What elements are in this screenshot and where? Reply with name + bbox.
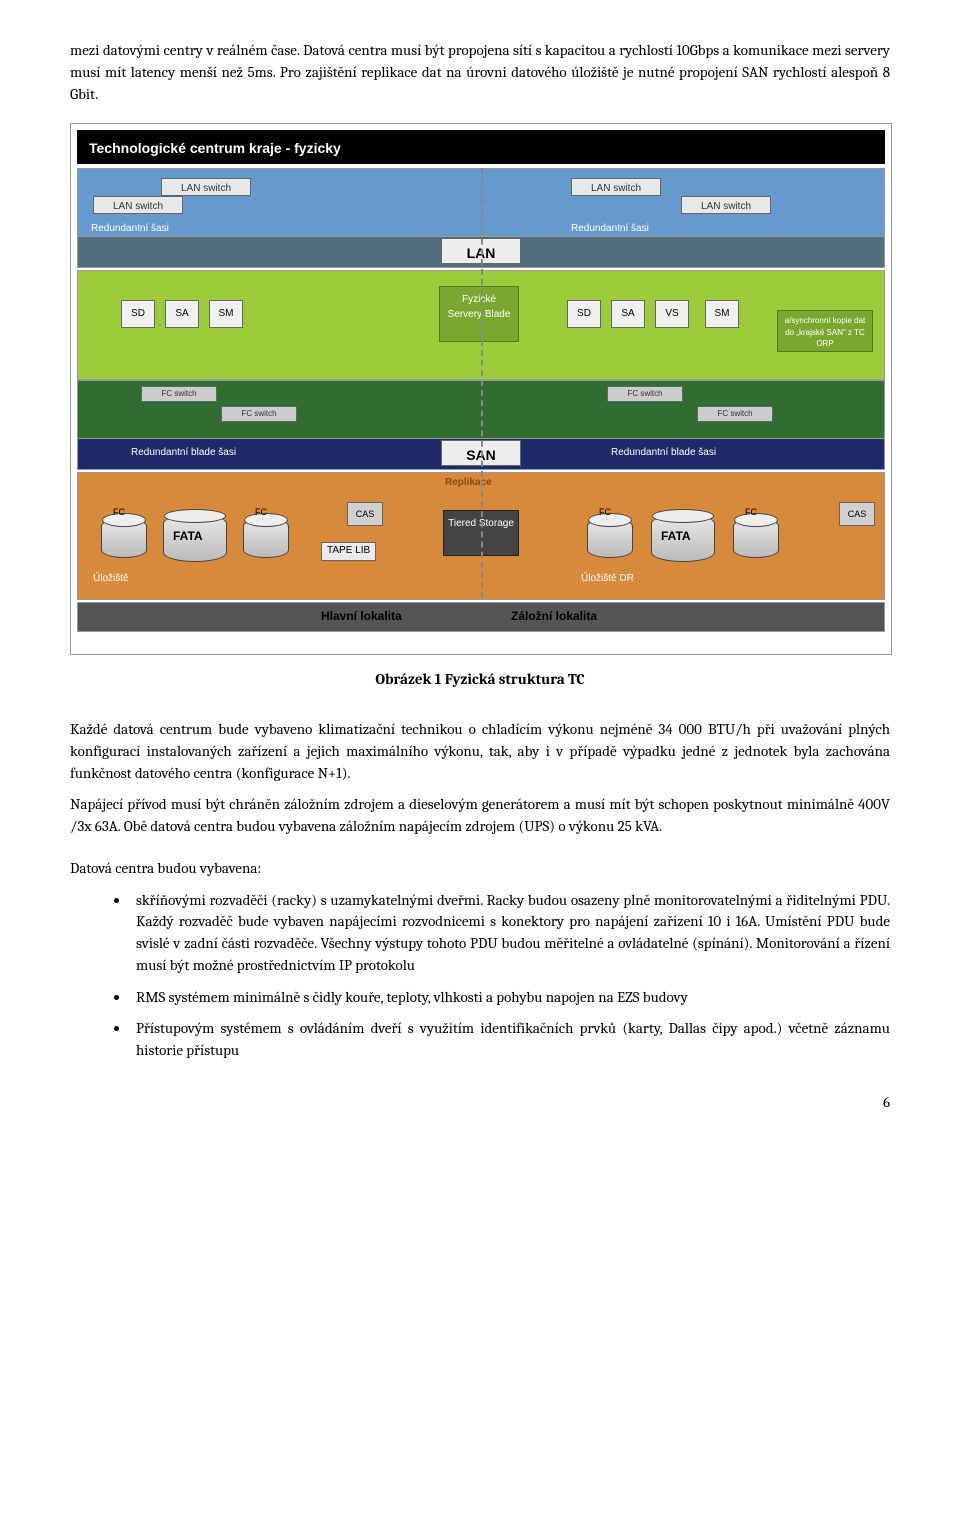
figure-caption: Obrázek 1 Fyzická struktura TC [70,669,890,691]
list-item: skříňovými rozvaděči (racky) s uzamykate… [130,890,890,977]
lan-switch-r2: LAN switch [681,196,771,214]
blade-center: Fyzické Servery Blade [439,286,519,342]
replikace-label: Replikace [445,476,492,491]
fc-switch-l2: FC switch [221,406,297,422]
redundant-blade-l: Redundantní blade šasi [131,446,236,461]
fc-switch-r2: FC switch [697,406,773,422]
uloziste-l-label: Úložiště [93,572,129,587]
node-sa-l: SA [165,300,199,328]
lan-switch-l2: LAN switch [93,196,183,214]
redundant-blade-r: Redundantní blade šasi [611,446,716,461]
cyl-fc-r1 [587,518,633,558]
node-sd-r: SD [567,300,601,328]
lan-switch-l1: LAN switch [161,178,251,196]
fc-l1-label: FC [113,506,125,519]
list-item: Přístupovým systémem s ovládáním dveří s… [130,1018,890,1062]
cas-r: CAS [839,502,875,526]
paragraph-2: Každé datová centrum bude vybaveno klima… [70,719,890,784]
tapelib: TAPE LIB [321,542,376,561]
redundant-sasi-l: Redundantní šasi [91,222,169,237]
cyl-fc-r2 [733,518,779,558]
paragraph-4: Datová centra budou vybavena: [70,858,890,880]
cyl-fc-l2 [243,518,289,558]
band-footer-labels [77,602,885,632]
vertical-divider [481,168,483,598]
node-sa-r: SA [611,300,645,328]
paragraph-3: Napájecí přívod musí být chráněn záložní… [70,794,890,838]
hlavni-lokalita: Hlavní lokalita [321,608,402,625]
fc-r2-label: FC [745,506,757,519]
page-number: 6 [70,1092,890,1114]
fc-switch-r1: FC switch [607,386,683,402]
async-copy-label: a/synchronní kopie dat do „krajské SAN" … [777,310,873,352]
diagram-title: Technologické centrum kraje - fyzicky [77,130,885,164]
fata-r-label: FATA [661,528,691,545]
fata-l-label: FATA [173,528,203,545]
node-sm-l: SM [209,300,243,328]
list-item: RMS systémem minimálně s čidly kouře, te… [130,987,890,1009]
redundant-sasi-r: Redundantní šasi [571,222,649,237]
node-sm-r: SM [705,300,739,328]
diagram-container: Technologické centrum kraje - fyzicky LA… [70,123,892,655]
zalozni-lokalita: Záložní lokalita [511,608,597,625]
fc-l2-label: FC [255,506,267,519]
node-sd-l: SD [121,300,155,328]
cas-l: CAS [347,502,383,526]
lan-switch-r1: LAN switch [571,178,661,196]
fc-r1-label: FC [599,506,611,519]
equipment-list: skříňovými rozvaděči (racky) s uzamykate… [130,890,890,1062]
node-vs-r: VS [655,300,689,328]
cyl-fc-l1 [101,518,147,558]
uloziste-dr-label: Úložiště DR [581,572,634,587]
fc-switch-l1: FC switch [141,386,217,402]
intro-paragraph-1: mezi datovými centry v reálném čase. Dat… [70,40,890,105]
figure-1: Technologické centrum kraje - fyzicky LA… [70,123,890,655]
